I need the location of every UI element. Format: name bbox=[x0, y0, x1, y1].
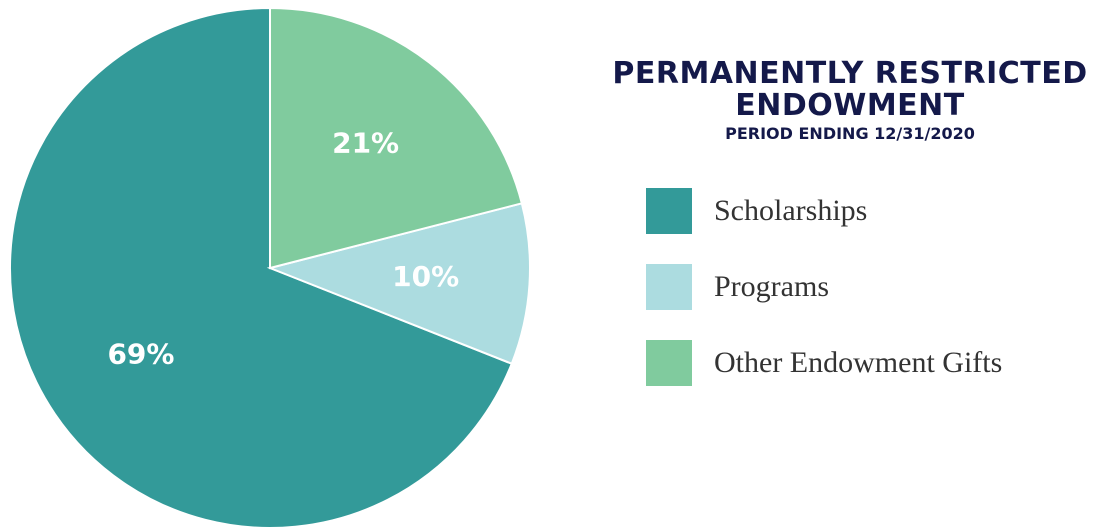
pie-slice bbox=[266, 202, 531, 366]
chart-title: PERMANENTLY RESTRICTED ENDOWMENT bbox=[612, 56, 1088, 123]
side-panel: PERMANENTLY RESTRICTED ENDOWMENT PERIOD … bbox=[610, 58, 1094, 415]
legend-swatch bbox=[646, 340, 692, 386]
slice-label: 21% bbox=[332, 127, 399, 160]
slice-label: 69% bbox=[107, 338, 174, 371]
legend-label: Programs bbox=[714, 270, 829, 303]
legend-swatch bbox=[646, 188, 692, 234]
legend-item: Programs bbox=[646, 263, 1094, 311]
pie-slice bbox=[9, 6, 514, 529]
pie-chart: 69% 10% 21% bbox=[9, 6, 531, 529]
legend-swatch bbox=[646, 264, 692, 310]
slice-label: 10% bbox=[392, 260, 459, 293]
chart-subtitle: PERIOD ENDING 12/31/2020 bbox=[725, 124, 975, 143]
legend-item: Other Endowment Gifts bbox=[646, 339, 1094, 387]
pie-slice bbox=[269, 6, 524, 270]
legend: Scholarships Programs Other Endowment Gift… bbox=[646, 187, 1094, 387]
legend-item: Scholarships bbox=[646, 187, 1094, 235]
legend-label: Other Endowment Gifts bbox=[714, 346, 1003, 379]
legend-label: Scholarships bbox=[714, 194, 868, 227]
